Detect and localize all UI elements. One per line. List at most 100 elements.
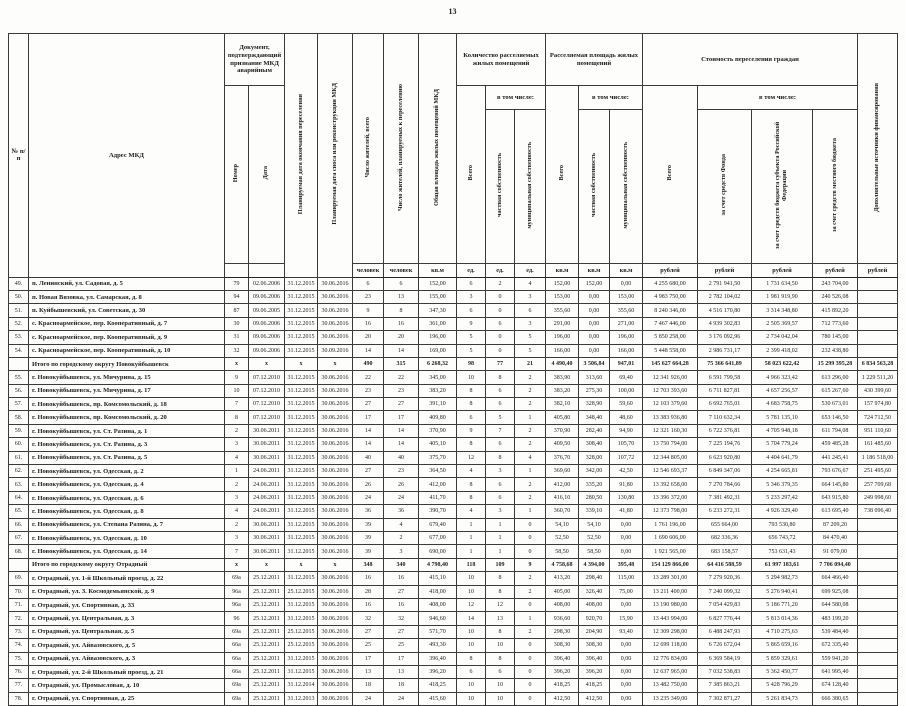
- cell-end-date: 31.12.2015: [284, 289, 319, 305]
- cell-additional-sources: [857, 316, 899, 332]
- cell-units-total: 14: [456, 611, 487, 626]
- table-row: 74. г. Отрадный, ул. Айвазовского, д. 5 66…: [8, 638, 899, 653]
- table-row: 77. г. Отрадный, ул. Промысловая, д. 10 69…: [8, 678, 899, 693]
- cell-cost-subject: 4 254 665,81: [751, 464, 814, 479]
- cell-address: г. Отрадный, ул. З. Космодемьянской, д. …: [28, 584, 225, 599]
- cell-mkd-area: 196,00: [418, 330, 458, 345]
- unit-doc-number: [224, 262, 249, 278]
- cell-doc-date: 30.06.2011: [247, 450, 286, 466]
- cell-address: г. Отрадный, ул. 1-й Школьный проезд, д.…: [28, 571, 225, 586]
- cell-mkd-area: 364,50: [418, 464, 458, 479]
- cell-doc-date: 09.06.2006: [247, 343, 286, 358]
- cell-residents-total: 24: [352, 490, 385, 506]
- cell-units-total: 8: [456, 383, 487, 399]
- cell-end-date: 25.12.2015: [284, 584, 319, 599]
- cell-doc-date: 30.06.2011: [247, 517, 286, 533]
- cell-units-municipal: 0: [514, 638, 547, 653]
- cell-additional-sources: [857, 664, 899, 680]
- cell-cost-fund: 6 233 272,31: [697, 504, 753, 519]
- cell-cost-subject: 5 233 297,42: [751, 490, 814, 506]
- cell-area-total: 152,00: [545, 276, 580, 291]
- cell-cost-fund: 7 225 194,76: [697, 437, 753, 452]
- cell-end-date: 31.12.2015: [284, 597, 319, 613]
- cell-units-total: 6: [456, 276, 487, 291]
- cell-area-private: 418,25: [578, 678, 611, 693]
- cell-cost-subject: 5 865 659,16: [751, 638, 814, 653]
- cell-demolition-date: 30.06.2016: [317, 624, 354, 640]
- cell-address: п. Новая Вязовка, ул. Самарская, д. 8: [28, 289, 225, 305]
- cell-residents-total: 39: [352, 530, 385, 546]
- cell-cost-fund: 6 692 765,01: [697, 397, 753, 412]
- header-units-total: Всего: [456, 85, 487, 264]
- cell-units-municipal: 2: [514, 584, 547, 599]
- cell-demolition-date: 30.06.2016: [317, 544, 354, 559]
- cell-area-municipal: 0,00: [609, 691, 644, 706]
- cell-area-municipal: 107,72: [609, 450, 644, 466]
- table-row: 72. г. Отрадный, ул. Центральная, д. 3 96 2…: [8, 611, 899, 626]
- cell-cost-local: 643 915,80: [812, 490, 859, 506]
- cell-area-private: 280,50: [578, 490, 611, 506]
- cell-area-municipal: 130,80: [609, 490, 644, 506]
- cell-residents-planned: 27: [383, 584, 420, 599]
- total-row: Итого по городскому округу Отрадный х х х х 3…: [8, 557, 899, 573]
- cell-additional-sources: [857, 678, 899, 693]
- cell-address: г. Отрадный, ул. Спортивная, д. 25: [28, 691, 225, 706]
- cell-units-municipal: 2: [514, 624, 547, 640]
- cell-demolition-date: 30.06.2016: [317, 678, 354, 693]
- cell-end-date: 31.12.2015: [284, 464, 319, 479]
- cell-num: 52.: [8, 316, 29, 332]
- cell-units-total: 9: [456, 316, 487, 332]
- cell-doc-number: 2: [224, 477, 249, 492]
- cell-demolition-date: 30.06.2016: [317, 397, 354, 412]
- cell-units-total: 8: [456, 397, 487, 412]
- cell-cost-total: 13 289 301,00: [642, 571, 699, 586]
- cell-address: г. Новокуйбышевск, ул. Ст. Разина, д. 1: [28, 423, 225, 439]
- cell-area-private: 328,90: [578, 397, 611, 412]
- cell-end-date: 31.12.2015: [284, 316, 319, 332]
- cell-address: п. Куйбышевский, ул. Советская, д. 30: [28, 303, 225, 318]
- cell-cost-fund: 6 488 247,93: [697, 624, 753, 640]
- cell-units-municipal: 0: [514, 691, 547, 706]
- cell-num: 58.: [8, 410, 29, 425]
- cell-demolition-date: 30.06.2016: [317, 450, 354, 466]
- cell-demolition-date: 30.06.2016: [317, 316, 354, 332]
- cell-additional-sources: [857, 276, 899, 291]
- cell-cost-local: 674 128,40: [812, 678, 859, 693]
- cell-cost-total: 12 546 693,37: [642, 464, 699, 479]
- cell-residents-planned: 14: [383, 437, 420, 452]
- header-units-municipal: муниципальная собственность: [514, 109, 547, 264]
- cell-cost-fund: 6 711 827,81: [697, 383, 753, 399]
- cell-cost-total: 13 396 372,00: [642, 490, 699, 506]
- cell-units-private: 0: [485, 303, 516, 318]
- cell-area-private: 0,00: [578, 330, 611, 345]
- cell-area-private: 313,60: [578, 370, 611, 385]
- cell-doc-number: 66а: [224, 638, 249, 653]
- header-cost-total: Всего: [642, 85, 699, 264]
- cell-residents-planned: 3: [383, 544, 420, 559]
- cell-address: Итого по городскому округу Новокуйбышевс…: [28, 356, 225, 372]
- cell-units-municipal: 3: [514, 316, 547, 332]
- cell-demolition-date: 30.06.2016: [317, 597, 354, 613]
- units-row: человек человек кв.м ед. ед. ед. кв.м кв…: [9, 262, 899, 278]
- cell-units-municipal: 5: [514, 343, 547, 358]
- cell-cost-subject: 5 813 014,36: [751, 611, 814, 626]
- cell-num: 64.: [8, 490, 29, 506]
- cell-cost-subject: 5 781 135,10: [751, 410, 814, 425]
- header-units-private: частная собственность: [485, 109, 516, 264]
- cell-units-municipal: 2: [514, 423, 547, 439]
- table-row: 66. г. Новокуйбышевск, ул. Степана Разина…: [8, 517, 899, 533]
- cell-units-total: 6: [456, 410, 487, 425]
- cell-demolition-date: 30.06.2016: [317, 289, 354, 305]
- cell-units-private: 8: [485, 370, 516, 385]
- cell-doc-number: 3: [224, 530, 249, 546]
- cell-additional-sources: 724 712,50: [857, 410, 899, 425]
- cell-residents-total: 25: [352, 638, 385, 653]
- cell-address: с. Красноармейское, пер. Кооперативный, …: [28, 343, 225, 358]
- cell-additional-sources: [857, 289, 899, 305]
- header-doc-number: Номер: [224, 85, 249, 264]
- cell-cost-subject: 2 734 042,04: [751, 330, 814, 345]
- cell-residents-total: 20: [352, 330, 385, 345]
- cell-units-total: 10: [456, 571, 487, 586]
- cell-cost-subject: 5 276 940,41: [751, 584, 814, 599]
- cell-end-date: 31.12.2015: [284, 544, 319, 559]
